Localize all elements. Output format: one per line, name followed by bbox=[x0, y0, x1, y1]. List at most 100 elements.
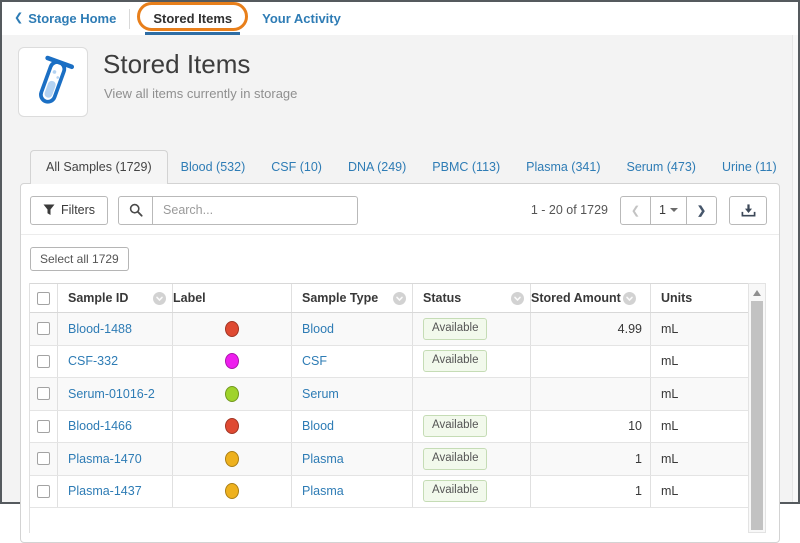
status-badge: Available bbox=[423, 480, 488, 503]
color-label-dot bbox=[225, 483, 239, 500]
row-checkbox[interactable] bbox=[37, 354, 50, 368]
header-checkbox[interactable] bbox=[37, 291, 50, 305]
sample-type-tab[interactable]: PBMC (113) bbox=[419, 151, 513, 183]
page-selector-button[interactable]: 1 bbox=[650, 195, 687, 225]
sample-id-cell: Blood-1488 bbox=[58, 313, 173, 345]
current-page-label: 1 bbox=[659, 203, 666, 217]
row-checkbox[interactable] bbox=[37, 484, 50, 498]
table-row: Plasma-1437 Plasma Available 1 mL bbox=[30, 475, 748, 508]
sample-type-tab[interactable]: Blood (532) bbox=[168, 151, 259, 183]
test-tube-icon bbox=[39, 55, 75, 104]
search-button[interactable] bbox=[118, 195, 154, 225]
status-cell: Available bbox=[413, 475, 531, 507]
sample-type-cell: Blood bbox=[292, 313, 413, 345]
sample-id-link[interactable]: Serum-01016-2 bbox=[68, 386, 155, 401]
grid-scrollbar bbox=[748, 283, 766, 533]
units-value: mL bbox=[661, 386, 679, 401]
search-group bbox=[118, 195, 359, 225]
sample-id-link[interactable]: Plasma-1437 bbox=[68, 484, 142, 499]
next-page-button[interactable]: ❯ bbox=[686, 195, 717, 225]
units-value: mL bbox=[661, 354, 679, 369]
search-icon bbox=[129, 203, 143, 217]
samples-panel: Filters 1 - 20 of 1729 ❮ bbox=[20, 183, 780, 543]
pagination-area: 1 - 20 of 1729 ❮ 1 ❯ bbox=[531, 195, 767, 225]
label-cell bbox=[173, 313, 292, 345]
sample-type-tab[interactable]: Serum (473) bbox=[613, 151, 708, 183]
grid-toolbar: Filters 1 - 20 of 1729 ❮ bbox=[30, 195, 767, 225]
units-value: mL bbox=[661, 484, 679, 499]
column-header[interactable]: Status bbox=[413, 284, 531, 312]
pager-button-group: ❮ 1 ❯ bbox=[620, 195, 717, 225]
nav-tab-stored-items[interactable]: Stored Items bbox=[137, 2, 249, 35]
row-checkbox-cell bbox=[30, 443, 58, 475]
label-cell bbox=[173, 378, 292, 410]
grid-body: Blood-1488 Blood Available 4.99 mL CSF-3… bbox=[30, 313, 748, 508]
column-menu-icon[interactable] bbox=[153, 291, 166, 305]
active-tab-underline bbox=[145, 32, 241, 35]
storage-home-back-link[interactable]: ❮ Storage Home bbox=[14, 11, 116, 26]
export-button[interactable] bbox=[729, 195, 767, 225]
scroll-up-button[interactable] bbox=[749, 286, 765, 299]
sample-type-tab[interactable]: Plasma (341) bbox=[513, 151, 613, 183]
sample-id-link[interactable]: Blood-1488 bbox=[68, 321, 132, 336]
column-menu-icon[interactable] bbox=[393, 291, 406, 305]
sample-type-link[interactable]: CSF bbox=[302, 354, 327, 369]
chevron-left-icon: ❮ bbox=[630, 204, 641, 217]
status-badge: Available bbox=[423, 350, 488, 373]
status-badge: Available bbox=[423, 447, 488, 470]
row-checkbox[interactable] bbox=[37, 452, 50, 466]
sample-type-tab-label: Serum (473) bbox=[626, 160, 696, 174]
sample-id-cell: Plasma-1470 bbox=[58, 443, 173, 475]
stored-amount-cell: 4.99 bbox=[531, 313, 651, 345]
filters-button[interactable]: Filters bbox=[30, 195, 109, 225]
column-header-label: Sample ID bbox=[68, 291, 129, 305]
row-checkbox[interactable] bbox=[37, 387, 50, 401]
table-row: CSF-332 CSF Available mL bbox=[30, 345, 748, 378]
column-menu-icon[interactable] bbox=[511, 291, 524, 305]
sample-type-link[interactable]: Blood bbox=[302, 321, 334, 336]
sample-type-link[interactable]: Plasma bbox=[302, 451, 344, 466]
label-cell bbox=[173, 410, 292, 442]
select-all-button[interactable]: Select all 1729 bbox=[30, 247, 129, 271]
filters-button-label: Filters bbox=[61, 203, 96, 217]
sample-id-cell: Plasma-1437 bbox=[58, 475, 173, 507]
column-menu-icon[interactable] bbox=[623, 291, 636, 305]
sample-type-cell: Blood bbox=[292, 410, 413, 442]
page-title: Stored Items bbox=[103, 49, 251, 79]
scrollbar-thumb[interactable] bbox=[751, 301, 763, 530]
row-checkbox[interactable] bbox=[37, 322, 50, 336]
column-header[interactable]: Stored Amount bbox=[531, 284, 651, 312]
column-header[interactable]: Sample ID bbox=[58, 284, 173, 312]
nav-tab-label: Your Activity bbox=[262, 11, 341, 26]
caret-down-icon bbox=[669, 208, 678, 212]
sample-id-link[interactable]: Plasma-1470 bbox=[68, 451, 142, 466]
sample-type-cell: Plasma bbox=[292, 443, 413, 475]
search-input[interactable] bbox=[153, 195, 359, 225]
sample-type-link[interactable]: Plasma bbox=[302, 484, 344, 499]
column-header-label: Units bbox=[661, 291, 693, 305]
nav-tab-your-activity[interactable]: Your Activity bbox=[252, 2, 351, 35]
table-row: Serum-01016-2 Serum mL bbox=[30, 378, 748, 411]
sample-type-tab-label: All Samples (1729) bbox=[46, 160, 152, 174]
sample-type-link[interactable]: Blood bbox=[302, 419, 334, 434]
units-cell: mL bbox=[651, 476, 748, 508]
column-header[interactable]: Units bbox=[651, 284, 748, 312]
column-header[interactable]: Label bbox=[173, 284, 292, 312]
status-cell bbox=[413, 378, 531, 410]
status-badge: Available bbox=[423, 317, 488, 340]
row-checkbox[interactable] bbox=[37, 419, 50, 433]
stored-amount-value: 10 bbox=[628, 419, 642, 434]
sample-type-tab[interactable]: All Samples (1729) bbox=[30, 150, 168, 184]
nav-tab-label: Stored Items bbox=[153, 11, 233, 26]
sample-id-link[interactable]: CSF-332 bbox=[68, 354, 119, 369]
sample-type-tab[interactable]: Urine (11) bbox=[709, 151, 790, 183]
column-header[interactable]: Sample Type bbox=[292, 284, 413, 312]
color-label-dot bbox=[225, 450, 239, 467]
previous-page-button[interactable]: ❮ bbox=[620, 195, 651, 225]
sample-type-link[interactable]: Serum bbox=[302, 386, 339, 401]
sample-type-tab[interactable]: CSF (10) bbox=[258, 151, 335, 183]
sample-type-tab[interactable]: DNA (249) bbox=[335, 151, 419, 183]
sample-id-link[interactable]: Blood-1466 bbox=[68, 419, 132, 434]
window-scrollbar[interactable] bbox=[792, 35, 798, 502]
